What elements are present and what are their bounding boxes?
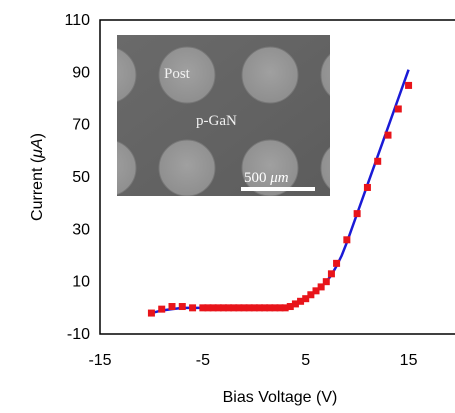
data-point [235, 304, 243, 312]
data-point [291, 300, 299, 308]
inset-post-circle [320, 146, 330, 190]
data-point [317, 283, 325, 291]
data-point [255, 304, 263, 312]
inset-scale-number: 500 [244, 170, 270, 186]
data-point [168, 303, 176, 311]
inset-scale-bar [241, 187, 315, 191]
data-point [147, 309, 155, 317]
x-axis-title: Bias Voltage (V) [223, 389, 338, 406]
x-tick-label: 5 [301, 352, 310, 369]
inset-post-circle [117, 47, 137, 103]
y-tick-label: 30 [72, 221, 90, 238]
data-point [245, 304, 253, 312]
data-point [158, 305, 166, 313]
data-point [343, 236, 351, 244]
data-point [405, 81, 413, 89]
inset-post-circle [241, 46, 299, 104]
data-point [230, 304, 238, 312]
data-point [189, 304, 197, 312]
data-point [204, 304, 212, 312]
data-point [266, 304, 274, 312]
data-point [240, 304, 248, 312]
data-point [276, 304, 284, 312]
data-point [178, 303, 186, 311]
y-tick-label: 50 [72, 169, 90, 186]
data-point [271, 304, 279, 312]
data-point [363, 183, 371, 191]
x-tick-labels: -15 -5 5 15 [88, 352, 417, 369]
inset-post-circle [241, 139, 299, 196]
data-point [219, 304, 227, 312]
inset-label-material: p-GaN [196, 113, 237, 129]
inset-label-post: Post [164, 66, 191, 82]
y-tick-label: 110 [64, 12, 90, 29]
data-point [307, 291, 315, 299]
data-point [261, 304, 269, 312]
data-point [286, 303, 294, 311]
y-tick-label: -10 [67, 326, 90, 343]
y-axis-title-suffix: ) [29, 133, 46, 138]
data-point [374, 157, 382, 165]
inset-micrograph [117, 35, 330, 196]
inset-post-circle [320, 53, 330, 97]
y-axis-title-unit: A [29, 138, 46, 150]
data-point [225, 304, 233, 312]
data-point [333, 259, 341, 267]
x-tick-label: -5 [196, 352, 210, 369]
y-tick-labels: 110 90 70 50 30 10 -10 [64, 12, 90, 343]
data-point [250, 304, 258, 312]
y-tick-label: 70 [72, 117, 90, 134]
y-axis-title-prefix: Current ( [29, 157, 46, 221]
data-markers [147, 81, 413, 317]
data-point [297, 297, 305, 305]
inset-post-circle [158, 46, 216, 104]
data-point [302, 295, 310, 303]
data-point [384, 131, 392, 139]
inset-post-circle [158, 139, 216, 196]
data-point [214, 304, 222, 312]
inset-scale-unit: μm [269, 170, 289, 186]
y-tick-label: 90 [72, 64, 90, 81]
y-tick-label: 10 [72, 274, 90, 291]
y-axis-title: Current (μA) [29, 133, 46, 221]
data-point [327, 270, 335, 278]
inset-post-circle [117, 140, 137, 196]
data-point [322, 278, 330, 286]
x-tick-label: 15 [400, 352, 418, 369]
y-axis-title-mu: μ [29, 149, 46, 159]
data-point [353, 210, 361, 218]
plot-area [99, 19, 455, 335]
data-point [281, 304, 289, 312]
data-point [199, 304, 207, 312]
data-point [394, 105, 402, 113]
data-point [209, 304, 217, 312]
inset-scale-label: 500 μm [244, 170, 289, 186]
data-point [312, 287, 320, 295]
x-tick-label: -15 [88, 352, 111, 369]
